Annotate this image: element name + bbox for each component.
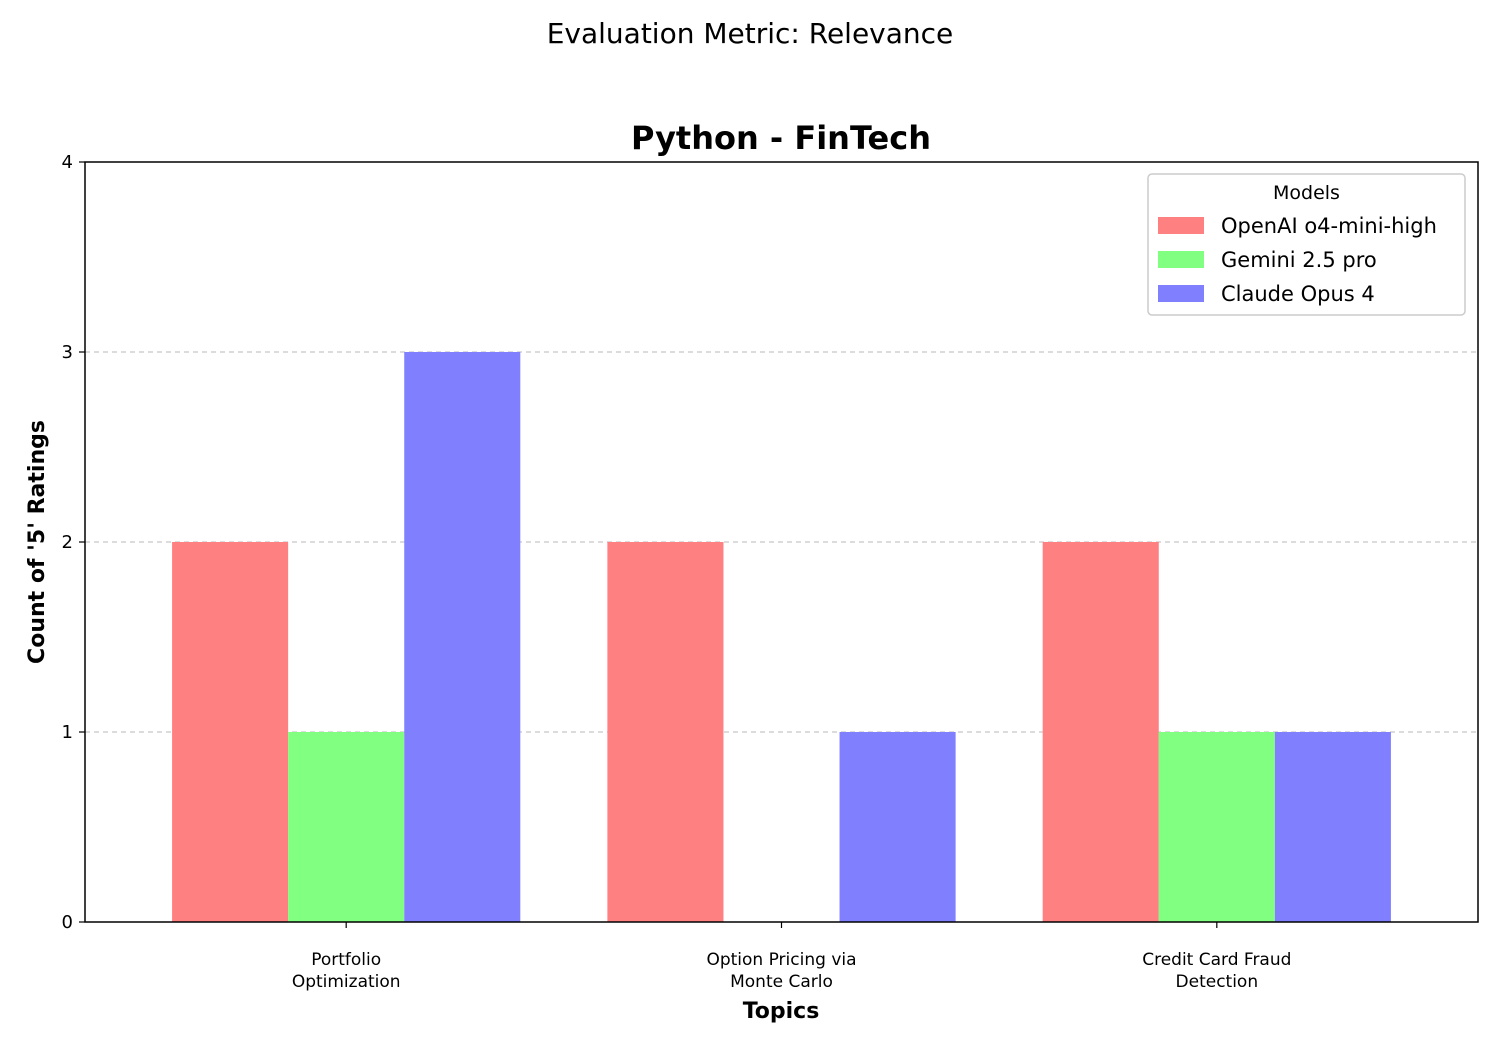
legend-swatch bbox=[1158, 251, 1204, 268]
bar bbox=[288, 732, 405, 922]
y-tick-label: 1 bbox=[62, 722, 73, 743]
bar bbox=[172, 542, 289, 922]
bar bbox=[1274, 732, 1391, 922]
x-tick-label: Credit Card Fraud bbox=[1142, 950, 1291, 970]
grid-lines bbox=[85, 351, 1478, 733]
y-tick-label: 0 bbox=[62, 912, 73, 933]
x-tick-label: Optimization bbox=[292, 972, 401, 992]
legend-box bbox=[1147, 173, 1466, 316]
figure-suptitle: Evaluation Metric: Relevance bbox=[547, 17, 954, 50]
legend-label: Claude Opus 4 bbox=[1221, 282, 1375, 306]
legend-swatch bbox=[1158, 217, 1204, 234]
x-tick-label: Portfolio bbox=[311, 950, 381, 970]
x-tick-label: Option Pricing via bbox=[706, 950, 856, 970]
bar bbox=[1042, 542, 1159, 922]
x-axis-label: Topics bbox=[743, 999, 820, 1024]
chart-title: Python - FinTech bbox=[631, 119, 931, 157]
legend-swatch bbox=[1158, 285, 1204, 302]
bar bbox=[839, 732, 956, 922]
y-tick-label: 4 bbox=[62, 152, 73, 173]
x-tick-label: Monte Carlo bbox=[730, 972, 833, 992]
y-axis: 0 1 2 3 4 bbox=[62, 152, 85, 933]
y-tick-label: 3 bbox=[62, 342, 73, 363]
y-axis-label: Count of '5' Ratings bbox=[25, 420, 50, 664]
y-tick-label: 2 bbox=[62, 532, 73, 553]
bars bbox=[172, 352, 1391, 922]
legend-label: OpenAI o4-mini-high bbox=[1221, 214, 1437, 238]
legend-title: Models bbox=[1273, 182, 1340, 204]
legend-label: Gemini 2.5 pro bbox=[1221, 248, 1377, 272]
bar bbox=[607, 542, 724, 922]
bar bbox=[1158, 732, 1275, 922]
legend: Models OpenAI o4-mini-high Gemini 2.5 pro C… bbox=[1147, 173, 1466, 316]
bar bbox=[404, 352, 521, 922]
x-tick-label: Detection bbox=[1176, 972, 1259, 992]
